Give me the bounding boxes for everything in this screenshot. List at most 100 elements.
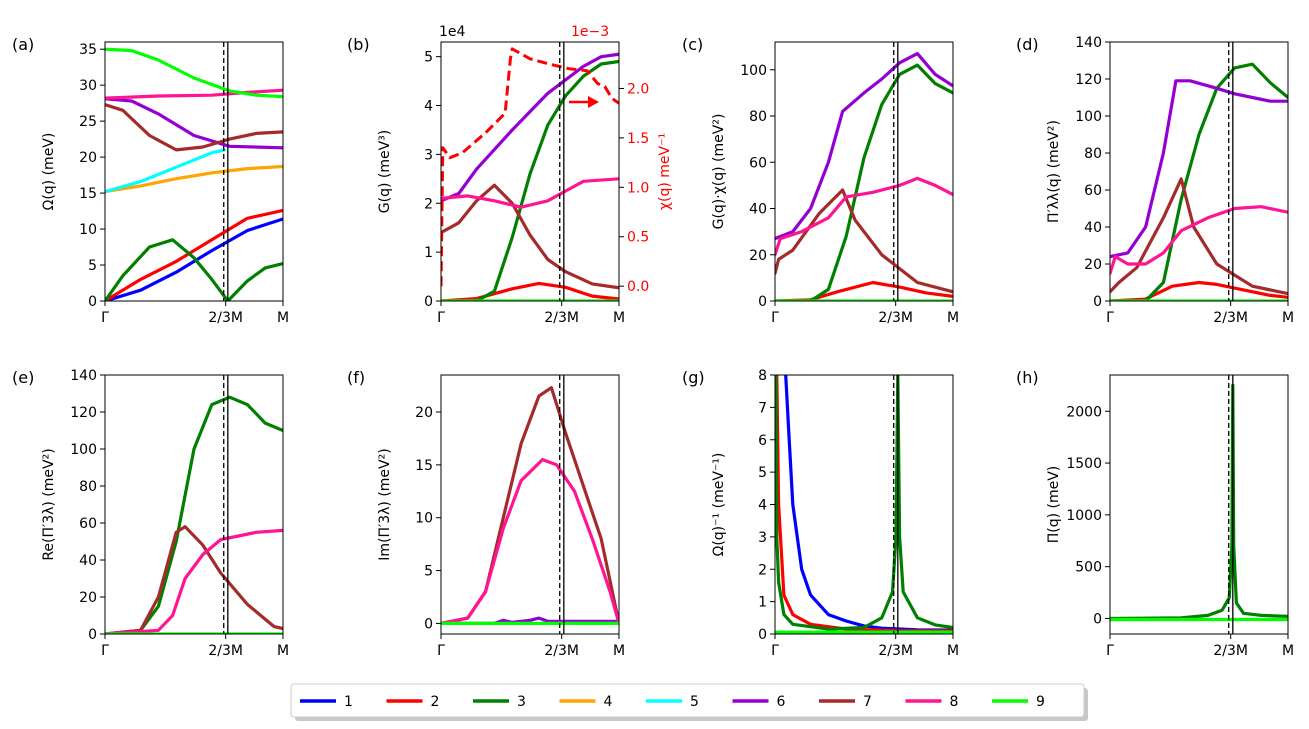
series-3-line [775, 375, 953, 631]
y-tick-label: 500 [1075, 560, 1102, 576]
series-8-line [1110, 205, 1288, 275]
legend-item-3: 3 [473, 694, 526, 710]
x-tick-label: 2/3M [208, 643, 243, 659]
x-tick-label: 2/3M [208, 310, 243, 326]
series-8-line [775, 176, 953, 257]
x-tick-label: M [947, 310, 959, 326]
y-tick-label: 5 [424, 50, 433, 66]
plot-area [441, 386, 619, 625]
x-tick-label: Γ [771, 643, 779, 659]
legend-label: 5 [690, 694, 699, 710]
plot-area [441, 47, 619, 301]
series-7-line [1110, 177, 1288, 296]
y-tick-label: 20 [749, 248, 767, 264]
y-tick-label: 3 [758, 530, 767, 546]
legend-label: 2 [431, 694, 440, 710]
x-tick-label: M [277, 310, 289, 326]
y-tick-label: 1500 [1066, 456, 1102, 472]
panel-e: (e) 0 20 40 60 80 100 120 140 Γ 2/3M M Re(Π′3λ) (meV… [12, 368, 289, 659]
series-2-line [1110, 280, 1288, 301]
y2-tick-label: 0.5 [627, 230, 649, 246]
x-tick-label: M [613, 310, 625, 326]
panel-label: (c) [682, 35, 703, 54]
series-8-line [105, 88, 283, 100]
series-5-line [105, 148, 226, 194]
x-tick-label: Γ [1106, 643, 1114, 659]
y-tick-label: 120 [1075, 72, 1102, 88]
series-3-line [1110, 383, 1288, 621]
series-3-line [105, 395, 283, 634]
y-tick-label: 60 [79, 516, 97, 532]
y-axis-label: Ω(q)⁻¹ (meV⁻¹) [711, 453, 727, 557]
legend-item-4: 4 [559, 694, 613, 710]
y-tick-label: 120 [70, 405, 97, 421]
plot-area [105, 47, 283, 301]
y-tick-label: 1 [758, 595, 767, 611]
y-tick-label: 20 [415, 405, 433, 421]
x-tick-label: Γ [437, 643, 445, 659]
y-tick-label: 4 [424, 99, 433, 115]
plot-area [1110, 62, 1288, 301]
y-tick-label: 140 [70, 368, 97, 384]
series-7-line [441, 183, 619, 290]
y-tick-label: 0 [424, 616, 433, 632]
y-tick-label: 80 [1084, 146, 1102, 162]
y-tick-label: 100 [1075, 109, 1102, 125]
axes-frame [104, 41, 284, 302]
legend-item-6: 6 [732, 694, 786, 710]
legend-box [290, 683, 1085, 718]
x-tick-label: 2/3M [1213, 643, 1248, 659]
y-offset-label: 1e4 [439, 24, 466, 40]
panel-label: (g) [682, 368, 705, 387]
y-axis-label: Im(Π′3λ) (meV²) [377, 448, 393, 560]
series-2-line [441, 281, 619, 301]
y-tick-label: 35 [79, 42, 97, 58]
y-tick-label: 6 [758, 433, 767, 449]
panel-label: (f) [347, 368, 365, 387]
y-tick-label: 0 [424, 294, 433, 310]
y-tick-label: 140 [1075, 35, 1102, 51]
plot-area [775, 52, 953, 301]
axes-frame [440, 41, 620, 302]
series-3-line [775, 63, 953, 301]
x-tick-label: Γ [771, 310, 779, 326]
arrow-head-icon [588, 96, 599, 108]
y-tick-label: 3 [424, 147, 433, 163]
panel-a: (a) 0 5 10 15 20 25 30 35 Γ 2/3M M Ω(q) (meV) [12, 35, 289, 326]
x-tick-label: 2/3M [878, 310, 913, 326]
y-axis-label: Π(q) (meV) [1046, 466, 1062, 544]
legend-label: 9 [1036, 694, 1045, 710]
y-tick-label: 2 [758, 562, 767, 578]
y-tick-label: 5 [88, 258, 97, 274]
x-tick-label: M [277, 643, 289, 659]
axes-frame [1109, 374, 1289, 635]
legend: 1 2 3 4 5 6 7 8 9 [290, 683, 1088, 721]
plot-area [1110, 383, 1288, 622]
y2-tick-label: 2.0 [627, 81, 649, 97]
panel-label: (b) [347, 35, 370, 54]
series-2-line [775, 375, 953, 633]
y-tick-label: 0 [758, 294, 767, 310]
y-tick-label: 60 [1084, 183, 1102, 199]
y-tick-label: 1000 [1066, 508, 1102, 524]
y-tick-label: 0 [758, 627, 767, 643]
x-tick-label: Γ [1106, 310, 1114, 326]
x-tick-label: M [947, 643, 959, 659]
panel-c: (c) 0 20 40 60 80 100 Γ 2/3M M G(q)·χ(q) (meV²) [682, 35, 959, 326]
legend-item-8: 8 [905, 694, 959, 710]
y-tick-label: 5 [758, 465, 767, 481]
y-axis-label: Π′λλ(q) (meV²) [1046, 120, 1062, 223]
x-tick-label: M [1282, 643, 1294, 659]
series-6-line [441, 52, 619, 203]
plot-area [105, 395, 283, 634]
x-tick-label: Γ [101, 310, 109, 326]
y2-tick-label: 0.0 [627, 279, 649, 295]
series-8-line [441, 177, 619, 209]
y-tick-label: 40 [749, 202, 767, 218]
legend-label: 6 [777, 694, 786, 710]
y2-tick-label: 1.0 [627, 180, 649, 196]
y-tick-label: 20 [1084, 257, 1102, 273]
y-tick-label: 40 [1084, 220, 1102, 236]
legend-label: 8 [950, 694, 959, 710]
panel-f: (f) 0 5 10 15 20 Γ 2/3M M Im(Π′3λ) (meV²) [347, 368, 625, 659]
